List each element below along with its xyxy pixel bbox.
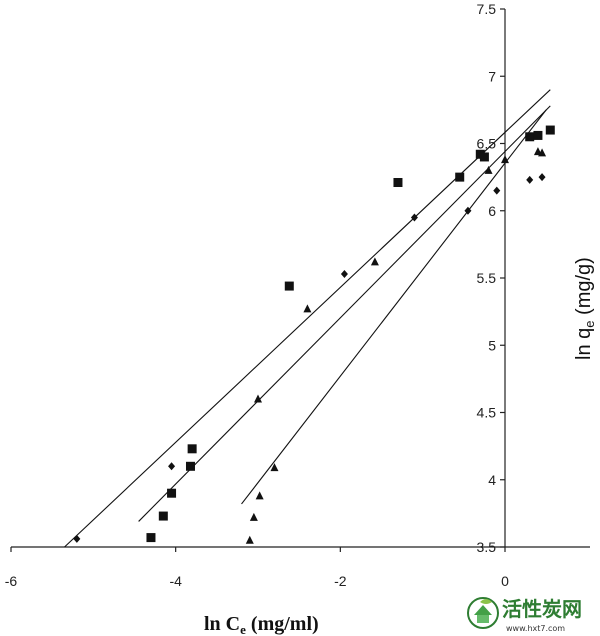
y-tick-label: 5.5 [477,270,497,286]
diamond-series-fit-line [64,89,551,548]
diamond-point [493,186,501,195]
triangle-point [538,148,547,157]
watermark-site-name: 活性炭网 [502,597,582,621]
y-tick-label: 6.5 [477,136,497,152]
x-tick-label: 0 [501,573,509,589]
leaf-house-icon [467,597,499,629]
y-tick-label: 7 [488,68,496,84]
square-point [167,488,177,498]
y-axis-ticks: 3.544.555.566.577.5 [477,1,505,555]
triangle-point [501,155,509,164]
diamond-point [168,462,176,471]
x-axis: -6 -4 -2 0 [5,546,590,589]
triangle-point [370,257,379,266]
triangle-series-fit-line [241,109,547,505]
square-point [187,444,197,454]
x-tick-label: -6 [5,573,18,589]
y-tick-label: 4 [488,472,496,488]
square-point [455,172,465,182]
square-point [533,130,543,140]
fit-lines [64,89,551,548]
watermark-url: www.hxt7.com [506,624,565,633]
y-tick-label: 4.5 [477,405,497,421]
square-point [158,511,168,521]
x-tick-label: -2 [334,573,347,589]
triangle-point [254,394,262,403]
diamond-point [464,206,472,215]
x-axis-label: ln Ce (mg/ml) [204,613,319,636]
square-point [479,152,489,162]
watermark-logo: 活性炭网 www.hxt7.com [467,597,582,633]
diamond-point [538,173,546,182]
square-point [284,281,294,291]
triangle-point [270,463,279,472]
square-point [525,132,535,142]
triangle-point [255,491,264,500]
square-series-fit-line [138,105,551,522]
y-axis-label: ln qe (mg/g) [573,257,597,360]
triangle-point [245,535,254,544]
data-points [73,125,555,544]
diamond-point [340,269,348,278]
diamond-point [410,213,418,222]
diamond-point [73,534,81,543]
y-tick-label: 5 [488,337,496,353]
y-tick-label: 7.5 [477,1,497,17]
triangle-point [249,512,258,521]
diamond-point [526,175,534,184]
y-axis: 3.544.555.566.577.5 [477,1,506,555]
y-tick-label: 6 [488,203,496,219]
x-axis-ticks: -6 -4 -2 0 [5,547,509,589]
square-point [545,125,555,135]
square-point [185,461,195,471]
square-point [146,533,156,543]
triangle-point [303,304,312,313]
triangle-point [484,165,493,174]
x-tick-label: -4 [169,573,182,589]
square-point [393,178,403,188]
